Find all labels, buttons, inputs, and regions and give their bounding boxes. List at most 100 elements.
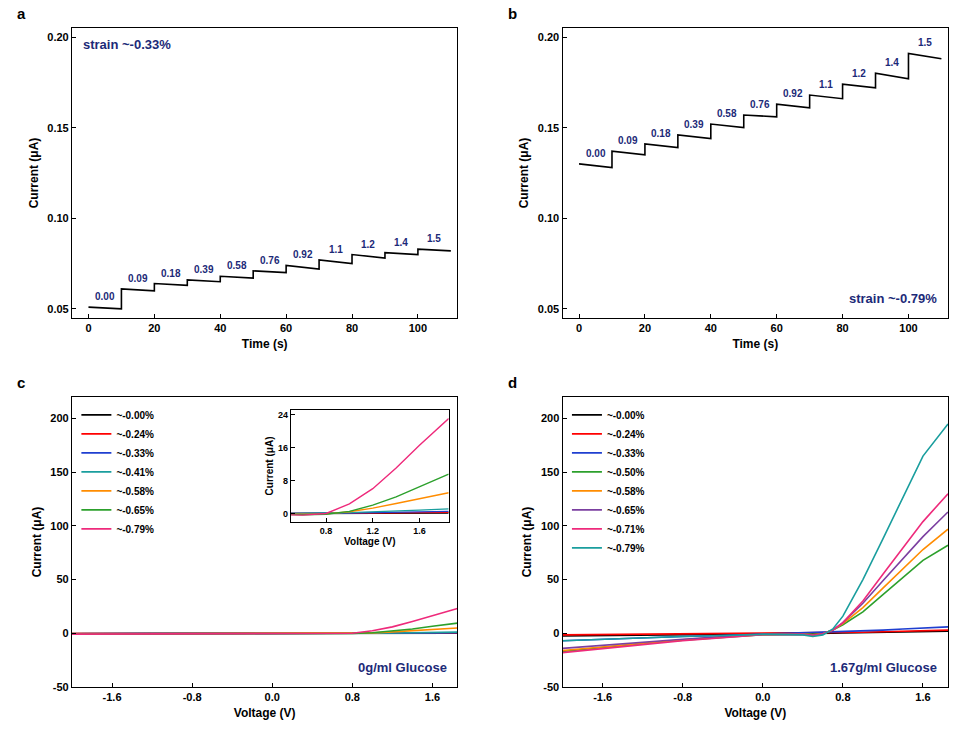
svg-text:0.18: 0.18 xyxy=(651,128,671,139)
svg-text:Current (μA): Current (μA) xyxy=(27,138,41,209)
svg-text:0.8: 0.8 xyxy=(835,691,850,703)
svg-text:1.2: 1.2 xyxy=(361,239,375,250)
svg-text:Current (μA): Current (μA) xyxy=(30,507,44,578)
svg-text:0.76: 0.76 xyxy=(260,255,280,266)
svg-text:~-0.24%: ~-0.24% xyxy=(116,429,154,440)
svg-text:-50: -50 xyxy=(543,681,559,693)
svg-text:1.1: 1.1 xyxy=(819,79,833,90)
svg-text:~-0.33%: ~-0.33% xyxy=(116,448,154,459)
svg-text:40: 40 xyxy=(705,322,717,334)
svg-text:200: 200 xyxy=(50,412,68,424)
svg-text:1.5: 1.5 xyxy=(918,37,932,48)
svg-text:0.58: 0.58 xyxy=(717,108,737,119)
svg-text:0: 0 xyxy=(63,627,69,639)
svg-text:0: 0 xyxy=(553,627,559,639)
svg-text:0.76: 0.76 xyxy=(750,99,770,110)
svg-text:0.15: 0.15 xyxy=(538,122,559,134)
svg-text:0g/ml Glucose: 0g/ml Glucose xyxy=(358,660,447,675)
svg-text:0.15: 0.15 xyxy=(47,122,68,134)
svg-text:c: c xyxy=(17,374,25,391)
svg-text:0.0: 0.0 xyxy=(265,691,280,703)
svg-text:~-0.41%: ~-0.41% xyxy=(116,467,154,478)
svg-text:~-0.65%: ~-0.65% xyxy=(607,505,645,516)
svg-text:150: 150 xyxy=(541,466,559,478)
svg-text:d: d xyxy=(508,374,517,391)
svg-text:1.4: 1.4 xyxy=(394,237,408,248)
svg-text:~-0.00%: ~-0.00% xyxy=(116,410,154,421)
svg-text:1.2: 1.2 xyxy=(367,526,380,536)
svg-text:0.09: 0.09 xyxy=(128,273,148,284)
svg-text:1.5: 1.5 xyxy=(427,233,441,244)
svg-text:Time (s): Time (s) xyxy=(242,337,288,351)
svg-text:1.6: 1.6 xyxy=(425,691,440,703)
svg-text:40: 40 xyxy=(214,322,226,334)
svg-text:0.05: 0.05 xyxy=(47,303,68,315)
svg-text:Time (s): Time (s) xyxy=(732,337,778,351)
svg-text:24: 24 xyxy=(278,410,288,420)
svg-text:~-0.65%: ~-0.65% xyxy=(116,505,154,516)
svg-text:b: b xyxy=(508,5,517,22)
svg-text:200: 200 xyxy=(541,412,559,424)
svg-text:8: 8 xyxy=(283,476,288,486)
svg-text:0.8: 0.8 xyxy=(320,526,333,536)
svg-text:strain ~-0.33%: strain ~-0.33% xyxy=(83,37,171,52)
svg-text:1.6: 1.6 xyxy=(915,691,930,703)
svg-text:100: 100 xyxy=(899,322,917,334)
svg-text:0.92: 0.92 xyxy=(783,88,803,99)
svg-text:60: 60 xyxy=(771,322,783,334)
svg-text:0.39: 0.39 xyxy=(684,119,704,130)
svg-text:Current (μA): Current (μA) xyxy=(517,138,531,209)
svg-text:strain ~-0.79%: strain ~-0.79% xyxy=(849,291,937,306)
svg-text:-0.8: -0.8 xyxy=(183,691,202,703)
svg-text:1.6: 1.6 xyxy=(413,526,426,536)
svg-text:Current (μA): Current (μA) xyxy=(520,507,534,578)
svg-text:~-0.71%: ~-0.71% xyxy=(607,524,645,535)
svg-text:0.10: 0.10 xyxy=(47,212,68,224)
svg-text:-1.6: -1.6 xyxy=(103,691,122,703)
svg-text:Current (μA): Current (μA) xyxy=(264,437,275,496)
svg-text:1.67g/ml Glucose: 1.67g/ml Glucose xyxy=(830,660,937,675)
svg-text:Voltage (V): Voltage (V) xyxy=(724,706,786,720)
svg-text:20: 20 xyxy=(148,322,160,334)
svg-text:150: 150 xyxy=(50,466,68,478)
svg-text:~-0.79%: ~-0.79% xyxy=(607,543,645,554)
svg-text:0.09: 0.09 xyxy=(618,135,638,146)
svg-text:0.10: 0.10 xyxy=(538,212,559,224)
svg-text:-50: -50 xyxy=(53,681,69,693)
svg-text:0: 0 xyxy=(283,509,288,519)
svg-text:1.4: 1.4 xyxy=(885,57,899,68)
svg-text:100: 100 xyxy=(50,520,68,532)
svg-text:0: 0 xyxy=(85,322,91,334)
svg-text:80: 80 xyxy=(836,322,848,334)
svg-text:0.20: 0.20 xyxy=(47,31,68,43)
svg-text:0.00: 0.00 xyxy=(95,291,115,302)
svg-text:0.18: 0.18 xyxy=(161,268,181,279)
svg-text:80: 80 xyxy=(346,322,358,334)
svg-text:~-0.58%: ~-0.58% xyxy=(116,486,154,497)
svg-text:-0.8: -0.8 xyxy=(673,691,692,703)
svg-text:0: 0 xyxy=(576,322,582,334)
svg-text:0.8: 0.8 xyxy=(345,691,360,703)
svg-text:1.1: 1.1 xyxy=(329,244,343,255)
svg-text:Voltage (V): Voltage (V) xyxy=(344,536,395,547)
svg-text:0.39: 0.39 xyxy=(194,264,214,275)
svg-text:~-0.00%: ~-0.00% xyxy=(607,410,645,421)
svg-text:~-0.58%: ~-0.58% xyxy=(607,486,645,497)
svg-text:~-0.79%: ~-0.79% xyxy=(116,524,154,535)
svg-text:0.92: 0.92 xyxy=(293,249,313,260)
svg-text:0.0: 0.0 xyxy=(755,691,770,703)
svg-text:~-0.50%: ~-0.50% xyxy=(607,467,645,478)
svg-text:a: a xyxy=(17,5,26,22)
svg-text:50: 50 xyxy=(56,573,68,585)
svg-text:0.20: 0.20 xyxy=(538,31,559,43)
svg-text:0.00: 0.00 xyxy=(586,148,606,159)
svg-text:20: 20 xyxy=(639,322,651,334)
svg-text:~-0.24%: ~-0.24% xyxy=(607,429,645,440)
svg-text:0.05: 0.05 xyxy=(538,303,559,315)
svg-text:~-0.33%: ~-0.33% xyxy=(607,448,645,459)
svg-text:100: 100 xyxy=(541,520,559,532)
svg-text:0.58: 0.58 xyxy=(227,260,247,271)
svg-text:Voltage (V): Voltage (V) xyxy=(234,706,296,720)
svg-text:50: 50 xyxy=(547,573,559,585)
svg-text:16: 16 xyxy=(278,443,288,453)
